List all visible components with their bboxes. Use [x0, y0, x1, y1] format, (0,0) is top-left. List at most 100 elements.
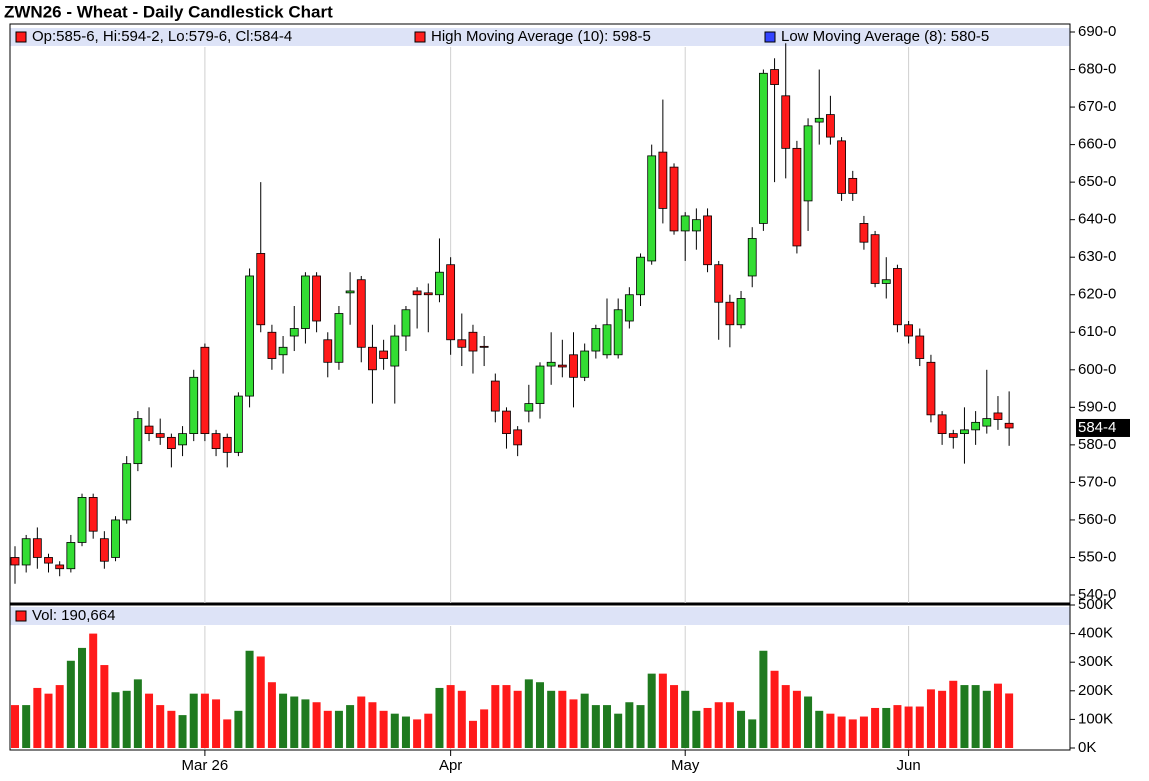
volume-bar — [547, 690, 556, 748]
volume-bar — [949, 680, 958, 748]
candle-body — [423, 292, 433, 296]
candle-body — [178, 433, 187, 446]
volume-bar — [491, 685, 500, 748]
candle-body — [982, 418, 992, 427]
candle-body — [557, 364, 567, 368]
candle-body — [591, 328, 601, 352]
candle-body — [479, 345, 489, 348]
volume-bar — [156, 705, 165, 748]
volume-bar — [725, 702, 734, 748]
candle-body — [256, 253, 266, 326]
volume-bar — [681, 690, 690, 748]
candle-body — [502, 410, 511, 435]
volume-bar — [703, 707, 712, 748]
y-tick-label: 100K — [1078, 710, 1113, 727]
y-tick-label: 660-0 — [1078, 136, 1116, 153]
volume-bar — [267, 682, 276, 748]
candle-body — [926, 361, 936, 416]
candle-body — [278, 346, 288, 356]
volume-bar — [893, 705, 902, 748]
volume-bar — [279, 693, 288, 748]
candle-body — [881, 279, 891, 284]
y-tick-label: 630-0 — [1078, 248, 1116, 265]
candle-body — [457, 339, 467, 348]
candle-body — [714, 264, 724, 303]
volume-bar — [234, 710, 243, 748]
volume-bar — [826, 713, 835, 748]
candle-body — [736, 298, 746, 326]
candle-body — [535, 365, 545, 404]
volume-bar — [446, 685, 455, 748]
y-tick-label: 610-0 — [1078, 323, 1116, 340]
volume-bar — [133, 679, 142, 748]
volume-bar — [189, 693, 198, 748]
volume-bar — [178, 715, 187, 748]
volume-bar — [580, 693, 589, 748]
volume-bar — [100, 665, 109, 748]
volume-bar — [256, 656, 265, 748]
volume-bar — [625, 702, 634, 748]
candle-body — [826, 114, 835, 138]
volume-bar — [346, 705, 355, 748]
candle-body — [513, 429, 523, 446]
y-tick-label: 620-0 — [1078, 286, 1116, 303]
volume-bar — [815, 710, 824, 748]
volume-bar — [368, 702, 377, 748]
candle-body — [356, 279, 366, 348]
volume-bar — [658, 673, 667, 748]
volume-bar — [848, 719, 857, 748]
candle-body — [211, 433, 221, 450]
volume-bar — [792, 690, 801, 748]
y-tick-label: 300K — [1078, 653, 1113, 670]
y-tick-label: 650-0 — [1078, 173, 1116, 190]
volume-bar — [569, 699, 578, 748]
x-tick-label: May — [671, 757, 700, 774]
candle-body — [166, 436, 176, 450]
volume-bar — [502, 685, 511, 748]
candle-body — [267, 331, 277, 359]
volume-bar — [982, 690, 991, 748]
y-tick-label: 500K — [1078, 596, 1113, 613]
candle-body — [144, 425, 154, 435]
legend-label: Low Moving Average (8): 580-5 — [781, 28, 989, 45]
y-tick-label: 690-0 — [1078, 23, 1116, 40]
volume-bar — [323, 710, 332, 748]
candle-body — [111, 519, 120, 558]
candle-body — [66, 542, 76, 570]
y-tick-label: 680-0 — [1078, 61, 1116, 78]
volume-bar — [290, 696, 299, 748]
candle-body — [99, 538, 109, 562]
volume-bar — [379, 710, 388, 748]
volume-bar — [1005, 693, 1014, 748]
candle-body — [1004, 422, 1014, 429]
candle-body — [245, 275, 254, 397]
y-tick-label: 570-0 — [1078, 473, 1116, 490]
legend-band — [10, 607, 1070, 625]
candle-body — [971, 421, 981, 431]
volume-bar — [212, 699, 221, 748]
volume-bar — [33, 687, 42, 748]
candle-body — [412, 290, 422, 296]
volume-bar — [44, 693, 53, 748]
candle-body — [904, 324, 913, 337]
candle-body — [524, 403, 534, 412]
candle-body — [401, 309, 411, 337]
legend-info: Op:585-6, Hi:594-2, Lo:579-6, Cl:584-4 — [32, 28, 292, 45]
volume-bar — [122, 690, 131, 748]
volume-bar — [971, 685, 980, 748]
volume-bar — [413, 719, 422, 748]
candle-body — [747, 238, 757, 277]
candle-body — [624, 294, 634, 322]
candle-body — [814, 117, 824, 123]
volume-bar — [480, 709, 489, 748]
candle-body — [323, 339, 333, 363]
candle-body — [703, 215, 712, 266]
candle-body — [691, 219, 701, 232]
candle-body — [669, 166, 679, 232]
volume-bar — [535, 682, 544, 748]
candle-body — [725, 301, 735, 326]
candle-body — [837, 140, 846, 194]
legend-swatch — [15, 31, 27, 43]
candle-body — [390, 335, 400, 367]
